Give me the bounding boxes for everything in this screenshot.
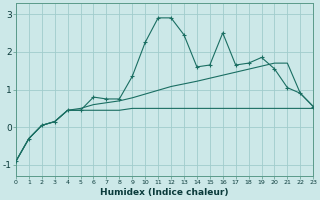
X-axis label: Humidex (Indice chaleur): Humidex (Indice chaleur)	[100, 188, 229, 197]
